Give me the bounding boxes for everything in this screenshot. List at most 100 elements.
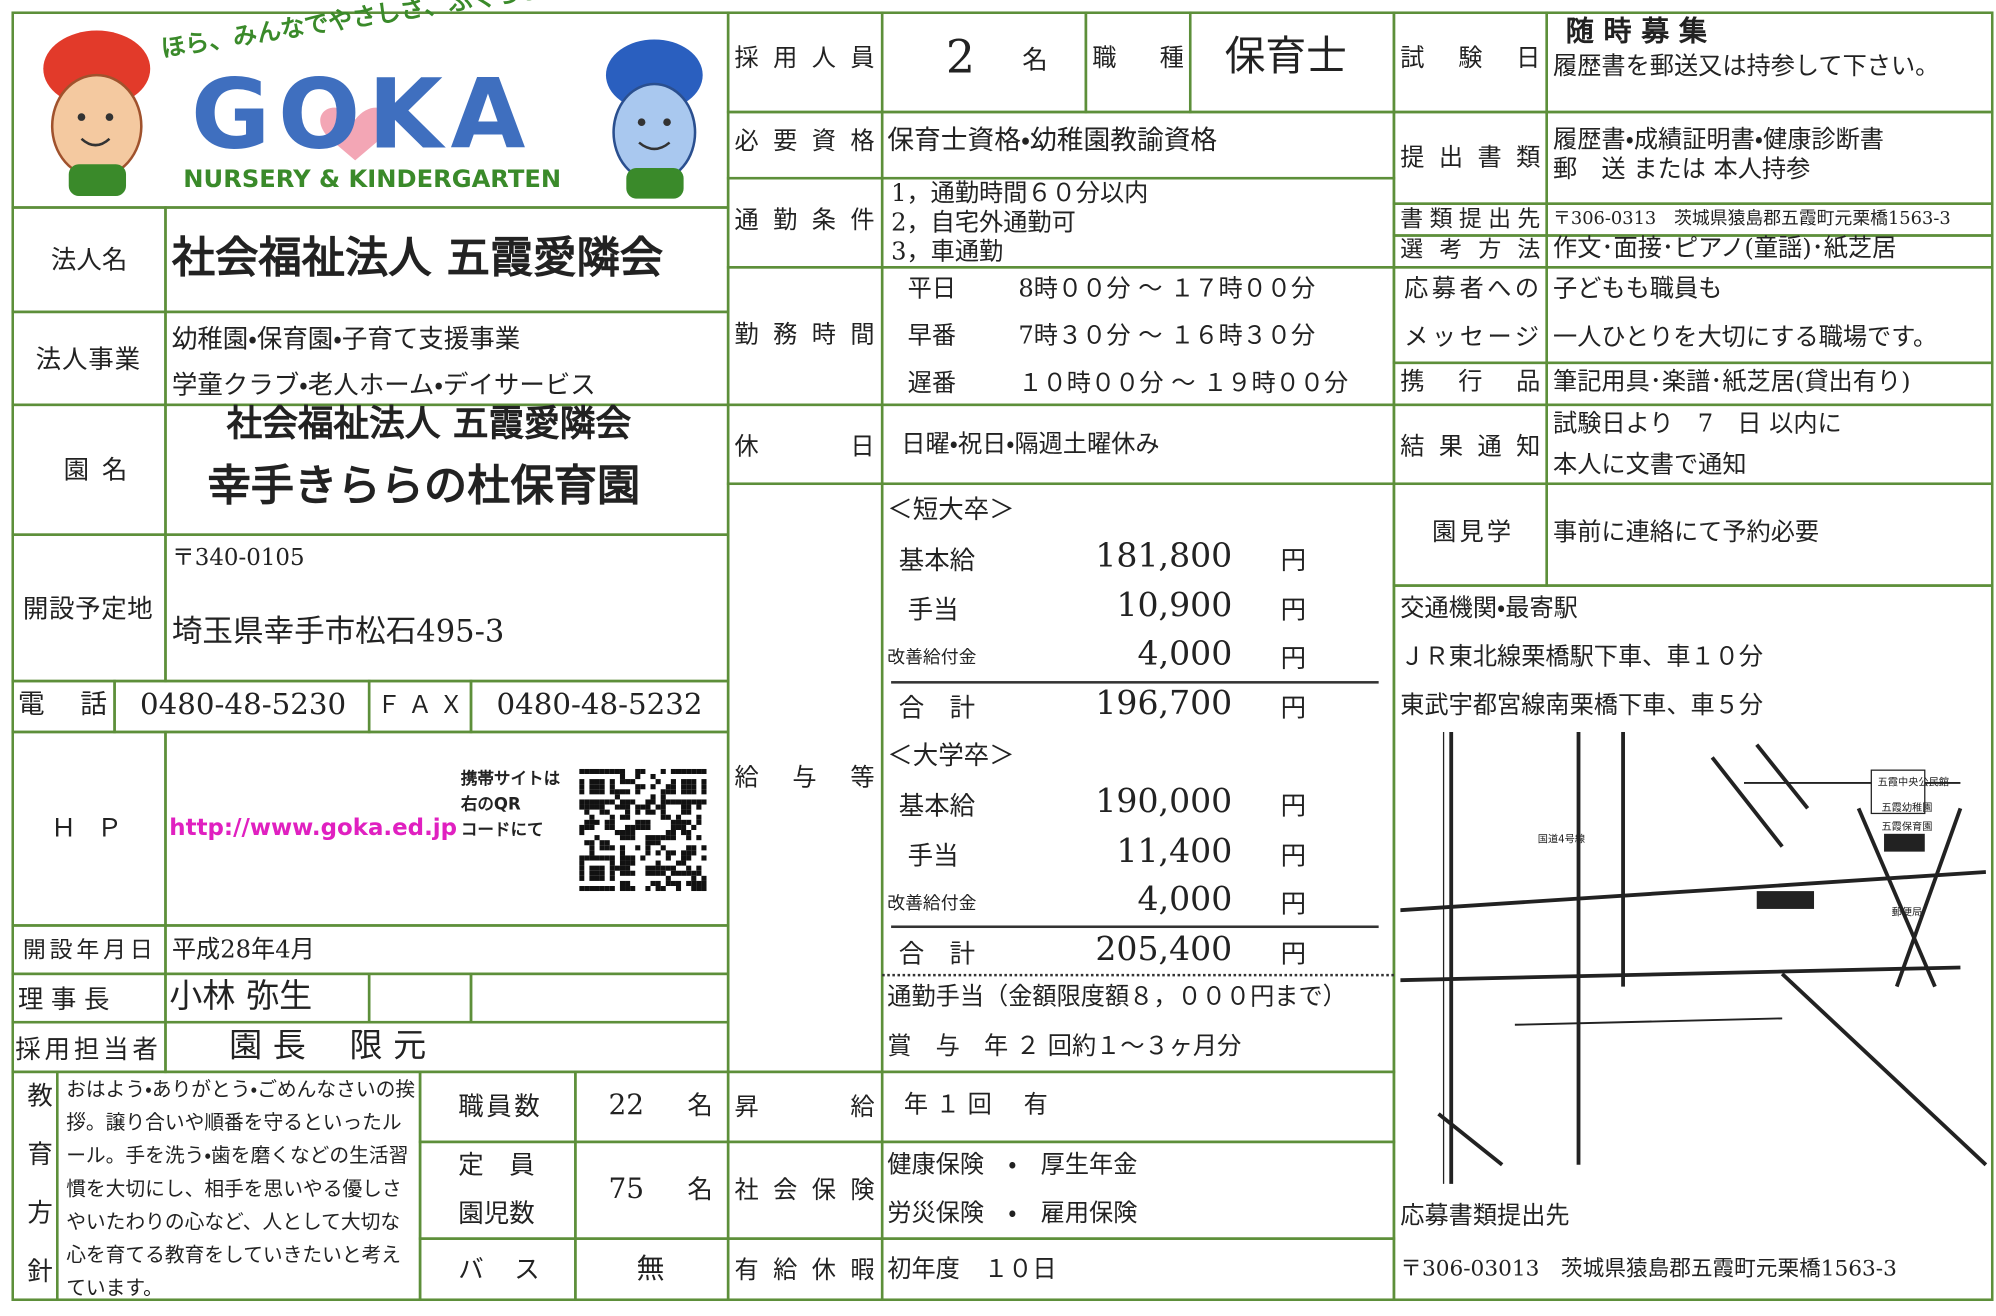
- qr-module: [609, 870, 615, 876]
- right-exam-note: 履歴書を郵送又は持参して下さい。: [1553, 52, 1940, 81]
- left-fax-label: ＦＡＸ: [376, 691, 464, 720]
- qr-module: [670, 824, 676, 830]
- qr-module: [599, 768, 605, 774]
- qr-module: [675, 799, 682, 805]
- qr-module: [579, 799, 585, 805]
- qr-module: [609, 768, 615, 774]
- qr-module: [665, 835, 671, 841]
- n3-n0: 合 計: [898, 937, 976, 969]
- left-policy: おはよう・ありがとう・ごめんなさいの挨拶。譲り合いや順番を守るといったルール。手…: [66, 1078, 416, 1300]
- qr-module: [619, 886, 626, 892]
- qr-module: [681, 860, 687, 866]
- qr-module: [675, 860, 682, 866]
- school-n0: 社会福祉法人 五霞愛隣会: [226, 402, 632, 445]
- middle-commute-allowance: 通勤手当（金額限度額８，０００円まで）: [887, 982, 1347, 1011]
- qr-module: [619, 799, 626, 805]
- qr-module: [599, 845, 605, 851]
- n1-n1: 11,400: [1116, 831, 1233, 871]
- middle-holiday-label: 休日: [734, 432, 875, 461]
- n2-n2: 円: [1280, 888, 1307, 920]
- commute-n1: 2，自宅外通勤可: [891, 208, 1076, 237]
- left-postal: 〒340-0105: [171, 544, 305, 572]
- rule-line: [891, 925, 1379, 929]
- qr-module: [579, 886, 585, 892]
- qr-module: [665, 814, 671, 820]
- qr-module: [696, 804, 702, 810]
- qr-module: [589, 799, 595, 805]
- right-belongings-label: 携行品: [1400, 367, 1541, 396]
- n2-n1: 4,000: [1137, 635, 1233, 674]
- qr-module: [599, 840, 605, 846]
- qr-module: [599, 875, 605, 881]
- qr-module: [579, 768, 585, 774]
- qr-module: [599, 799, 605, 805]
- qr-module: [614, 865, 620, 871]
- qr-module: [696, 814, 702, 820]
- qr-module: [604, 845, 610, 851]
- qr-module: [625, 880, 631, 887]
- commute-n0: 1，通勤時間６０分以内: [891, 179, 1149, 208]
- transport-n1: ＪＲ東北線栗橋駅下車、車１０分: [1400, 642, 1764, 671]
- qr-module: [681, 855, 687, 861]
- qr-module: [594, 886, 600, 892]
- qr-module: [619, 804, 626, 810]
- right-submit-to-label: 書類提出先: [1400, 206, 1541, 233]
- qr-module: [619, 855, 626, 861]
- qr-module: [599, 789, 605, 795]
- qr-module: [686, 865, 692, 871]
- qr-module: [650, 784, 656, 790]
- mobile-note-n2: コードにて: [460, 821, 544, 841]
- qr-module: [686, 799, 692, 805]
- qr-module: [609, 799, 615, 805]
- qr-module: [635, 824, 641, 830]
- qr-module: [599, 886, 605, 892]
- qr-module: [625, 789, 631, 795]
- n1-n0: 早番: [907, 322, 957, 351]
- qr-module: [696, 819, 702, 825]
- middle-recruit-unit: 名: [1022, 44, 1048, 76]
- qr-module: [645, 865, 651, 871]
- qr-module: [665, 880, 671, 887]
- qr-module: [650, 809, 656, 815]
- qr-module: [625, 809, 631, 815]
- qr-module: [701, 886, 707, 892]
- qr-module: [686, 855, 692, 861]
- qr-module: [655, 804, 661, 810]
- right-selection-label: 選考方法: [1400, 236, 1541, 264]
- transport-n2: 東武宇都宮線南栗橋下車、車５分: [1400, 691, 1764, 720]
- qr-module: [579, 855, 585, 861]
- qr-module: [599, 804, 605, 810]
- qr-module: [630, 824, 636, 830]
- logo-subtitle: NURSERY & KINDERGARTEN: [183, 165, 562, 194]
- map-labels-n3: 国道4号線: [1537, 833, 1586, 846]
- qr-module: [604, 840, 610, 846]
- qr-module: [665, 865, 671, 871]
- qr-module: [609, 860, 615, 866]
- qr-module: [681, 784, 687, 790]
- qr-module: [594, 768, 600, 774]
- qr-module: [625, 829, 631, 836]
- middle-salary-label: 給与等: [734, 763, 875, 792]
- qr-module: [691, 799, 697, 805]
- qr-module: [604, 855, 610, 861]
- qr-module: [701, 779, 707, 785]
- qr-module: [589, 875, 595, 881]
- qr-module: [609, 814, 615, 820]
- middle-job-label: 職種: [1092, 44, 1184, 73]
- qr-module: [645, 886, 651, 892]
- map-labels-n0: 五霞幼稚園: [1881, 801, 1933, 814]
- right-selection: 作文･面接･ピアノ(童謡)･紙芝居: [1553, 234, 1897, 263]
- left-staff-unit: 名: [687, 1089, 713, 1121]
- qr-module: [655, 880, 661, 887]
- n3-n2: 円: [1280, 937, 1307, 969]
- qr-module: [589, 804, 595, 810]
- qr-module: [655, 840, 661, 846]
- qr-module: [645, 799, 651, 805]
- mascot-red: [43, 30, 151, 197]
- qr-module: [660, 865, 666, 871]
- left-fax: 0480-48-5232: [496, 688, 703, 722]
- qr-module: [584, 886, 590, 892]
- n1-n1: 7時３０分 ～ １６時３０分: [1018, 322, 1316, 351]
- middle-paid-leave: 初年度 １０日: [887, 1255, 1057, 1284]
